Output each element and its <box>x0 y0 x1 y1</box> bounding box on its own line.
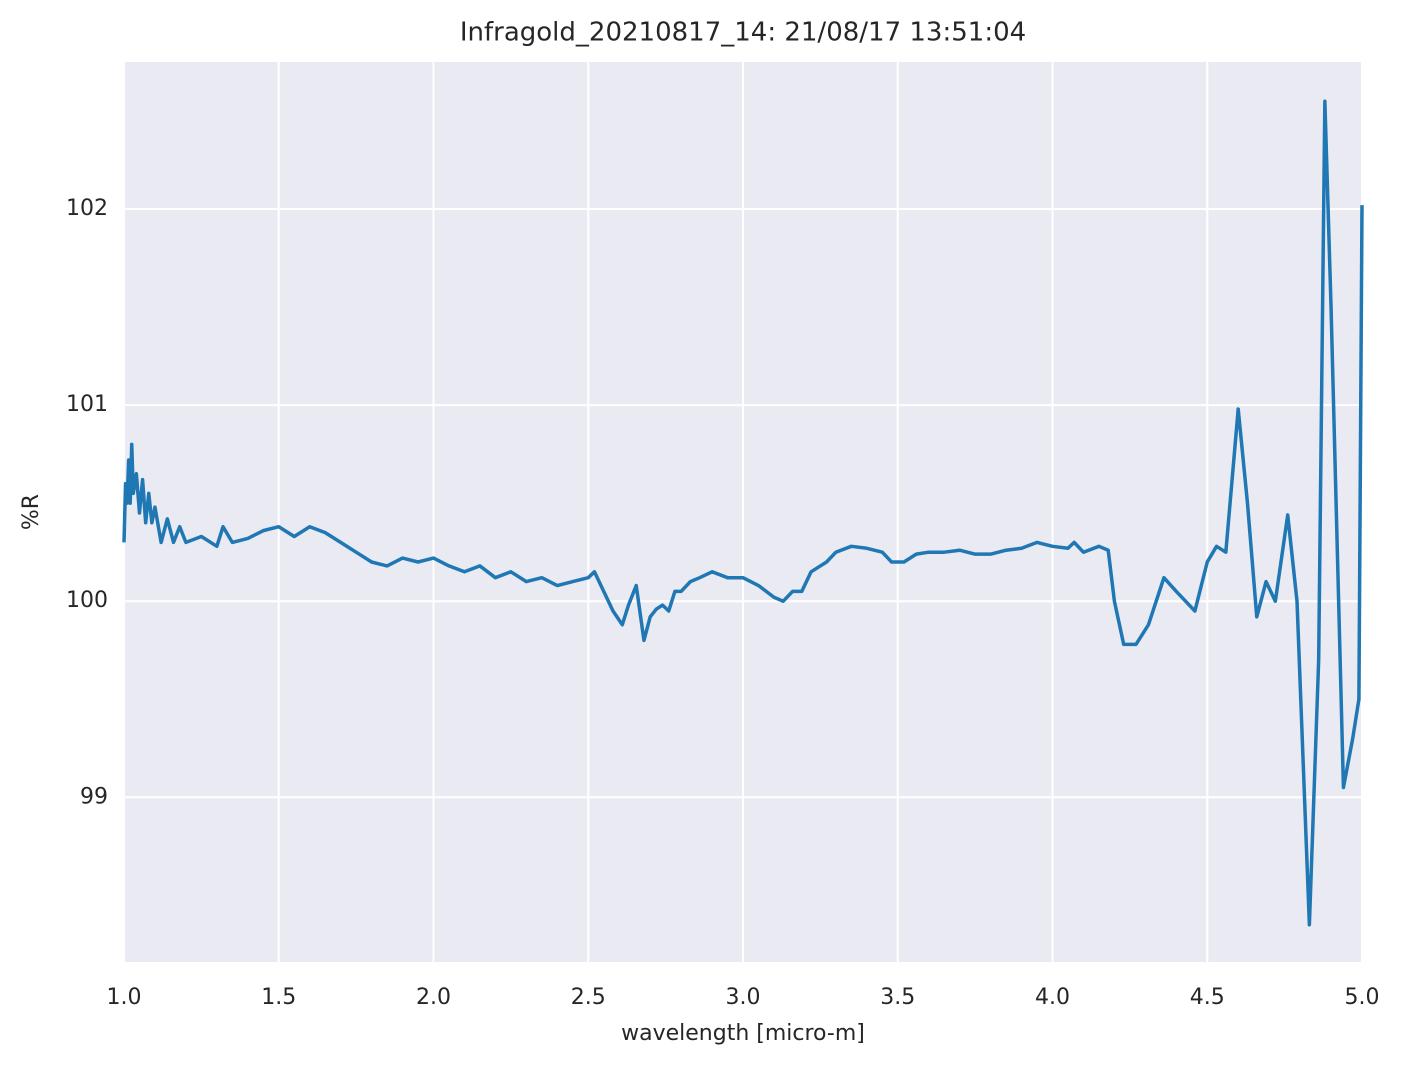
x-tick-label: 4.5 <box>1190 985 1225 1010</box>
data-line <box>122 99 1364 927</box>
x-tick-label: 5.0 <box>1345 985 1380 1010</box>
y-axis-label: %R <box>19 494 44 530</box>
x-tick-label: 1.5 <box>261 985 296 1010</box>
y-tick-label: 102 <box>66 196 108 221</box>
x-tick-label: 2.0 <box>416 985 451 1010</box>
y-tick-label: 99 <box>80 784 108 809</box>
x-tick-label: 3.5 <box>880 985 915 1010</box>
chart-title: Infragold_20210817_14: 21/08/17 13:51:04 <box>460 18 1026 48</box>
x-tick-label: 3.0 <box>726 985 761 1010</box>
y-tick-label: 101 <box>66 392 108 417</box>
x-tick-label: 1.0 <box>107 985 142 1010</box>
x-tick-label: 4.0 <box>1035 985 1070 1010</box>
y-tick-label: 100 <box>66 588 108 613</box>
x-tick-label: 2.5 <box>571 985 606 1010</box>
x-axis-label: wavelength [micro-m] <box>621 1021 865 1046</box>
